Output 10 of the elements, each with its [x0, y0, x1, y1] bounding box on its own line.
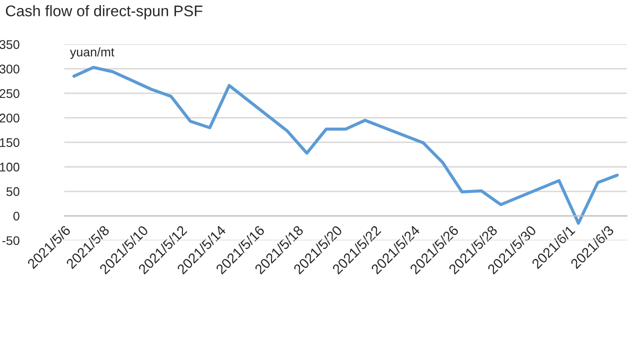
y-tick-label: 50 [6, 187, 20, 196]
chart-title: Cash flow of direct-spun PSF [6, 5, 202, 20]
y-tick-label: 150 [0, 138, 20, 148]
y-axis-title: yuan/mt [70, 47, 114, 59]
y-tick-label: 250 [0, 89, 20, 98]
line-series [72, 66, 619, 225]
y-tick-label: -50 [2, 236, 20, 246]
y-tick-label: 200 [0, 114, 20, 123]
y-tick-label: 100 [0, 162, 20, 172]
y-tick-label: 0 [13, 212, 20, 221]
